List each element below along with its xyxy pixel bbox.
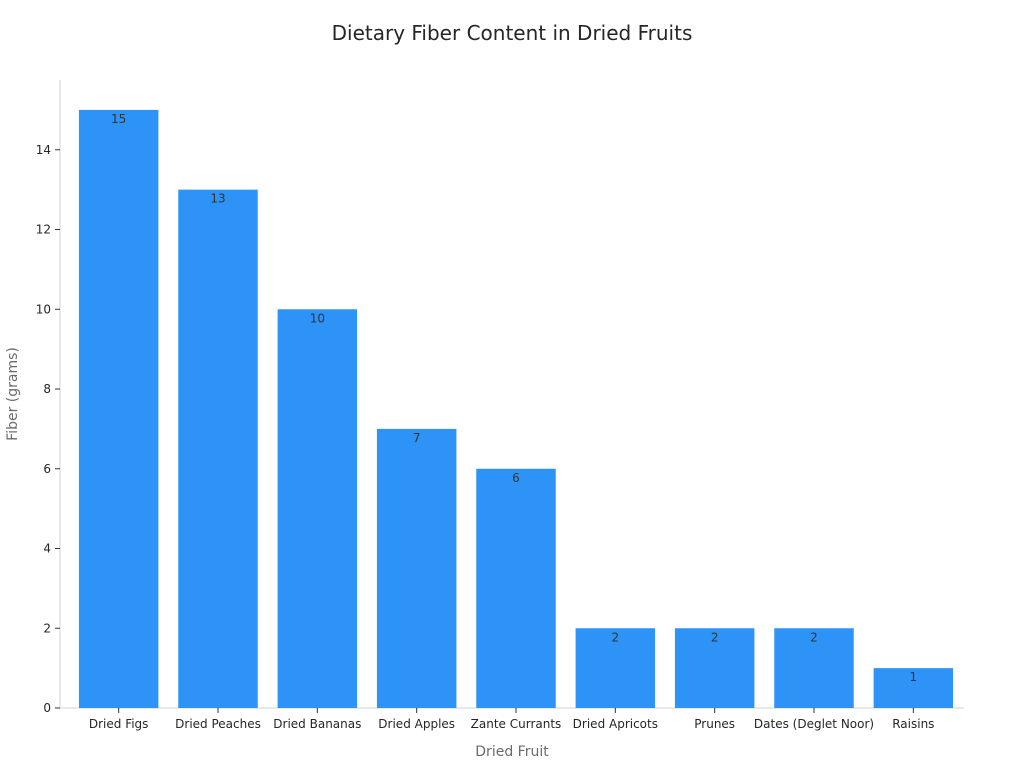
x-tick-label: Zante Currants	[471, 717, 562, 731]
bar	[774, 628, 854, 708]
x-axis-label: Dried Fruit	[475, 744, 549, 760]
x-axis: Dried Figs Dried Peaches Dried Bananas Drie…	[60, 707, 964, 731]
bars: 15 13 10 7 6 2 2 2 1	[78, 109, 954, 709]
y-tick-label: 6	[43, 462, 51, 476]
bar	[674, 628, 755, 708]
y-axis-label: Fiber (grams)	[5, 347, 21, 441]
bar-value-label: 2	[810, 630, 818, 644]
y-tick-label: 4	[43, 542, 51, 556]
bar-value-label: 6	[512, 471, 520, 485]
y-tick-label: 12	[36, 223, 51, 237]
bar-value-label: 10	[310, 311, 325, 325]
bar-value-label: 13	[210, 192, 225, 206]
bar	[476, 468, 556, 708]
bar-value-label: 2	[711, 630, 719, 644]
y-tick-label: 2	[43, 621, 51, 635]
x-tick-label: Prunes	[694, 717, 735, 731]
chart-title: Dietary Fiber Content in Dried Fruits	[332, 21, 693, 45]
bar-value-label: 7	[413, 431, 421, 445]
x-tick-label: Dried Bananas	[273, 717, 361, 731]
x-tick-label: Dates (Deglet Noor)	[754, 717, 874, 731]
y-tick-label: 14	[36, 143, 51, 157]
bar	[575, 628, 656, 708]
x-tick-label: Dried Apples	[378, 717, 455, 731]
x-tick-label: Dried Apricots	[573, 717, 658, 731]
bar	[78, 109, 159, 708]
bar-value-label: 15	[111, 112, 126, 126]
bar	[873, 668, 954, 708]
y-axis: 0 2 4 6 8 10 12 14	[36, 80, 61, 715]
x-tick-label: Dried Figs	[89, 717, 149, 731]
bar-value-label: 1	[910, 670, 918, 684]
bar	[178, 189, 258, 709]
bar-value-label: 2	[612, 630, 620, 644]
bar	[277, 309, 358, 708]
bar	[376, 428, 457, 708]
y-tick-label: 10	[36, 302, 51, 316]
y-tick-label: 8	[43, 382, 51, 396]
x-tick-label: Dried Peaches	[175, 717, 261, 731]
y-tick-label: 0	[43, 701, 51, 715]
x-tick-label: Raisins	[892, 717, 934, 731]
